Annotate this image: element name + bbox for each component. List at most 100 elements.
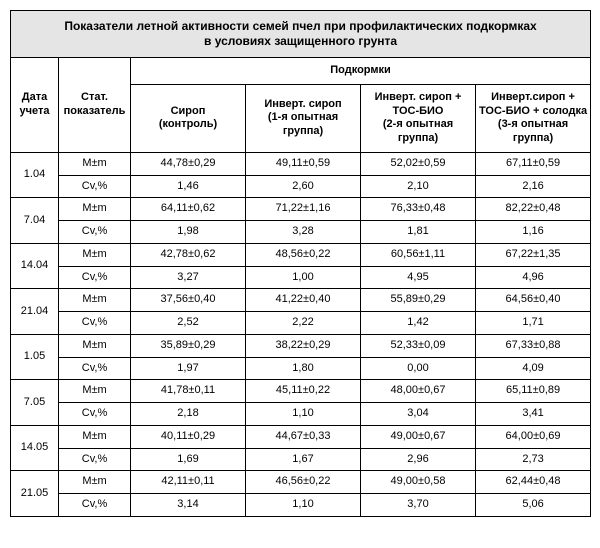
value-cell: 65,11±0,89	[476, 380, 591, 403]
header-col-1: Сироп (контроль)	[131, 84, 246, 152]
value-cell: 2,52	[131, 312, 246, 335]
date-cell: 21.04	[11, 289, 59, 335]
table-row: 7.04M±m64,11±0,6271,22±1,1676,33±0,4882,…	[11, 198, 591, 221]
value-cell: 1,97	[131, 357, 246, 380]
value-cell: 67,22±1,35	[476, 243, 591, 266]
value-cell: 1,10	[246, 403, 361, 426]
value-cell: 49,00±0,58	[361, 471, 476, 494]
value-cell: 5,06	[476, 494, 591, 517]
stat-cell-mm: M±m	[59, 334, 131, 357]
value-cell: 3,41	[476, 403, 591, 426]
value-cell: 2,22	[246, 312, 361, 335]
date-cell: 14.05	[11, 425, 59, 471]
date-cell: 21.05	[11, 471, 59, 517]
value-cell: 1,69	[131, 448, 246, 471]
stat-cell-mm: M±m	[59, 425, 131, 448]
value-cell: 44,78±0,29	[131, 152, 246, 175]
stat-cell-mm: M±m	[59, 289, 131, 312]
value-cell: 42,11±0,11	[131, 471, 246, 494]
table-row: 14.04M±m42,78±0,6248,56±0,2260,56±1,1167…	[11, 243, 591, 266]
date-cell: 1.04	[11, 152, 59, 198]
value-cell: 3,14	[131, 494, 246, 517]
value-cell: 67,33±0,88	[476, 334, 591, 357]
value-cell: 1,98	[131, 221, 246, 244]
table-row: Cv,%1,983,281,811,16	[11, 221, 591, 244]
table-row: 14.05M±m40,11±0,2944,67±0,3349,00±0,6764…	[11, 425, 591, 448]
value-cell: 1,42	[361, 312, 476, 335]
value-cell: 2,73	[476, 448, 591, 471]
table-row: 1.04M±m44,78±0,2949,11±0,5952,02±0,5967,…	[11, 152, 591, 175]
value-cell: 76,33±0,48	[361, 198, 476, 221]
stat-cell-cv: Cv,%	[59, 175, 131, 198]
value-cell: 64,56±0,40	[476, 289, 591, 312]
value-cell: 1,80	[246, 357, 361, 380]
table-row: 21.04M±m37,56±0,4041,22±0,4055,89±0,2964…	[11, 289, 591, 312]
table-row: Cv,%1,971,800,004,09	[11, 357, 591, 380]
value-cell: 41,78±0,11	[131, 380, 246, 403]
value-cell: 64,11±0,62	[131, 198, 246, 221]
date-cell: 14.04	[11, 243, 59, 289]
stat-cell-mm: M±m	[59, 198, 131, 221]
value-cell: 4,96	[476, 266, 591, 289]
value-cell: 46,56±0,22	[246, 471, 361, 494]
value-cell: 37,56±0,40	[131, 289, 246, 312]
value-cell: 42,78±0,62	[131, 243, 246, 266]
table-row: Cv,%2,522,221,421,71	[11, 312, 591, 335]
header-feedings: Подкормки	[131, 58, 591, 85]
value-cell: 2,10	[361, 175, 476, 198]
stat-cell-cv: Cv,%	[59, 221, 131, 244]
table-row: Cv,%2,181,103,043,41	[11, 403, 591, 426]
stat-cell-mm: M±m	[59, 243, 131, 266]
value-cell: 3,04	[361, 403, 476, 426]
table-row: 7.05M±m41,78±0,1145,11±0,2248,00±0,6765,…	[11, 380, 591, 403]
table-row: Cv,%1,691,672,962,73	[11, 448, 591, 471]
value-cell: 1,16	[476, 221, 591, 244]
table-row: 1.05M±m35,89±0,2938,22±0,2952,33±0,0967,…	[11, 334, 591, 357]
value-cell: 48,56±0,22	[246, 243, 361, 266]
stat-cell-cv: Cv,%	[59, 448, 131, 471]
value-cell: 62,44±0,48	[476, 471, 591, 494]
value-cell: 1,67	[246, 448, 361, 471]
value-cell: 52,02±0,59	[361, 152, 476, 175]
table-row: Cv,%3,141,103,705,06	[11, 494, 591, 517]
stat-cell-cv: Cv,%	[59, 403, 131, 426]
value-cell: 55,89±0,29	[361, 289, 476, 312]
stat-cell-mm: M±m	[59, 152, 131, 175]
value-cell: 45,11±0,22	[246, 380, 361, 403]
stat-cell-cv: Cv,%	[59, 266, 131, 289]
value-cell: 60,56±1,11	[361, 243, 476, 266]
stat-cell-cv: Cv,%	[59, 312, 131, 335]
value-cell: 2,16	[476, 175, 591, 198]
bee-activity-table: Показатели летной активности семей пчел …	[10, 10, 591, 517]
value-cell: 40,11±0,29	[131, 425, 246, 448]
header-col-2: Инверт. сироп (1-я опытная группа)	[246, 84, 361, 152]
stat-cell-mm: M±m	[59, 471, 131, 494]
header-stat: Стат. показатель	[59, 58, 131, 153]
table-body: 1.04M±m44,78±0,2949,11±0,5952,02±0,5967,…	[11, 152, 591, 516]
date-cell: 7.05	[11, 380, 59, 426]
stat-cell-mm: M±m	[59, 380, 131, 403]
value-cell: 49,00±0,67	[361, 425, 476, 448]
value-cell: 3,28	[246, 221, 361, 244]
value-cell: 35,89±0,29	[131, 334, 246, 357]
value-cell: 48,00±0,67	[361, 380, 476, 403]
table-row: 21.05M±m42,11±0,1146,56±0,2249,00±0,5862…	[11, 471, 591, 494]
value-cell: 38,22±0,29	[246, 334, 361, 357]
date-cell: 7.04	[11, 198, 59, 244]
value-cell: 44,67±0,33	[246, 425, 361, 448]
table-title: Показатели летной активности семей пчел …	[11, 11, 591, 58]
date-cell: 1.05	[11, 334, 59, 380]
title-line-2: в условиях защищенного грунта	[204, 34, 397, 48]
value-cell: 2,18	[131, 403, 246, 426]
header-col-4: Инверт.сироп + ТОС-БИО + солодка (3-я оп…	[476, 84, 591, 152]
value-cell: 41,22±0,40	[246, 289, 361, 312]
value-cell: 49,11±0,59	[246, 152, 361, 175]
value-cell: 52,33±0,09	[361, 334, 476, 357]
value-cell: 0,00	[361, 357, 476, 380]
value-cell: 1,00	[246, 266, 361, 289]
value-cell: 1,46	[131, 175, 246, 198]
value-cell: 4,09	[476, 357, 591, 380]
value-cell: 82,22±0,48	[476, 198, 591, 221]
value-cell: 2,96	[361, 448, 476, 471]
value-cell: 3,27	[131, 266, 246, 289]
